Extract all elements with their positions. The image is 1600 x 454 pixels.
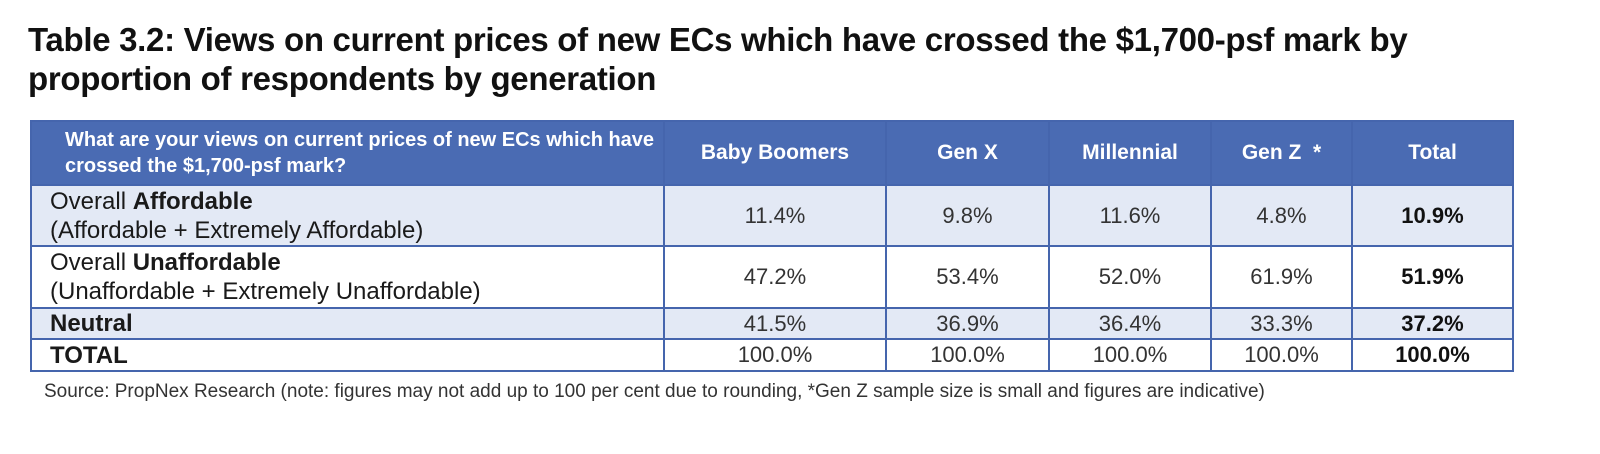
cell-value: 100.0% xyxy=(885,338,1050,372)
col-header-gen-x: Gen X xyxy=(885,120,1050,186)
row-label-total: TOTAL xyxy=(30,338,665,372)
table-row-affordable: Overall Affordable (Affordable + Extreme… xyxy=(30,184,1514,247)
table-title: Table 3.2: Views on current prices of ne… xyxy=(28,21,1408,97)
cell-total: 37.2% xyxy=(1351,307,1514,340)
cell-value: 11.6% xyxy=(1048,184,1212,247)
cell-total: 51.9% xyxy=(1351,245,1514,309)
row-label-neutral: Neutral xyxy=(30,307,665,340)
cell-value: 52.0% xyxy=(1048,245,1212,309)
cell-total: 10.9% xyxy=(1351,184,1514,247)
question-header: What are your views on current prices of… xyxy=(30,120,665,186)
cell-value: 61.9% xyxy=(1210,245,1353,309)
cell-value: 36.9% xyxy=(885,307,1050,340)
row-label-unaffordable: Overall Unaffordable (Unaffordable + Ext… xyxy=(30,245,665,309)
cell-total: 100.0% xyxy=(1351,338,1514,372)
table-row-unaffordable: Overall Unaffordable (Unaffordable + Ext… xyxy=(30,245,1514,309)
header-row: What are your views on current prices of… xyxy=(30,120,1514,186)
cell-value: 100.0% xyxy=(1048,338,1212,372)
col-header-total: Total xyxy=(1351,120,1514,186)
row-label-sub: (Affordable + Extremely Affordable) xyxy=(50,216,424,244)
cell-value: 100.0% xyxy=(1210,338,1353,372)
cell-value: 47.2% xyxy=(663,245,887,309)
cell-value: 100.0% xyxy=(663,338,887,372)
col-header-baby-boomers: Baby Boomers xyxy=(663,120,887,186)
col-header-gen-z: Gen Z * xyxy=(1210,120,1353,186)
cell-value: 41.5% xyxy=(663,307,887,340)
row-label-prefix: Overall xyxy=(50,249,133,276)
col-header-millennial: Millennial xyxy=(1048,120,1212,186)
cell-value: 53.4% xyxy=(885,245,1050,309)
ec-price-views-table: What are your views on current prices of… xyxy=(30,120,1514,372)
row-label-affordable: Overall Affordable (Affordable + Extreme… xyxy=(30,184,665,247)
row-label-bold: Affordable xyxy=(132,187,253,215)
cell-value: 36.4% xyxy=(1048,307,1212,340)
table-row-neutral: Neutral 41.5% 36.9% 36.4% 33.3% 37.2% xyxy=(30,307,1514,340)
table-row-total: TOTAL 100.0% 100.0% 100.0% 100.0% 100.0% xyxy=(30,338,1514,372)
cell-value: 11.4% xyxy=(663,184,887,247)
cell-value: 4.8% xyxy=(1210,184,1353,247)
row-label-bold: Unaffordable xyxy=(132,249,281,276)
row-label-prefix: Overall xyxy=(50,187,133,215)
cell-value: 9.8% xyxy=(885,184,1050,247)
source-note: Source: PropNex Research (note: figures … xyxy=(44,381,1265,402)
row-label-sub: (Unaffordable + Extremely Unaffordable) xyxy=(50,278,481,305)
cell-value: 33.3% xyxy=(1210,307,1353,340)
